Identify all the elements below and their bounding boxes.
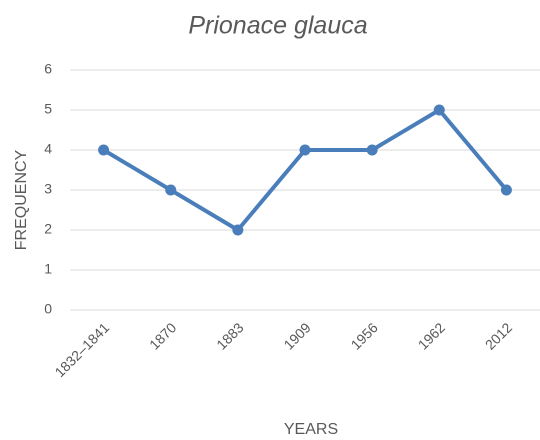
marker xyxy=(366,144,378,156)
x-tick-label: 1956 xyxy=(348,319,381,352)
chart-title: Prionace glauca xyxy=(188,12,367,40)
x-tick-label: 1832–1841 xyxy=(51,319,112,380)
line xyxy=(102,108,508,232)
marker xyxy=(299,144,311,156)
y-tick-label: 4 xyxy=(44,141,52,157)
marker xyxy=(433,104,445,116)
y-tick-label: 6 xyxy=(44,61,52,77)
y-tick-label: 5 xyxy=(44,101,52,117)
marker xyxy=(500,184,512,196)
x-tick-label: 1870 xyxy=(146,319,179,352)
marker xyxy=(165,184,177,196)
y-tick-label: 2 xyxy=(44,221,52,237)
x-tick-label: 2012 xyxy=(482,319,515,352)
y-tick-label: 3 xyxy=(44,181,52,197)
x-tick-label: 1883 xyxy=(213,319,246,352)
x-tick-label: 1909 xyxy=(280,319,313,352)
y-tick-label: 1 xyxy=(44,261,52,277)
y-tick-label: 0 xyxy=(44,301,52,317)
x-axis-title: YEARS xyxy=(284,421,338,438)
y-axis-title: FREQUENCY xyxy=(13,149,30,250)
x-tick-label: 1962 xyxy=(415,319,448,352)
marker xyxy=(98,144,110,156)
marker xyxy=(232,224,244,236)
